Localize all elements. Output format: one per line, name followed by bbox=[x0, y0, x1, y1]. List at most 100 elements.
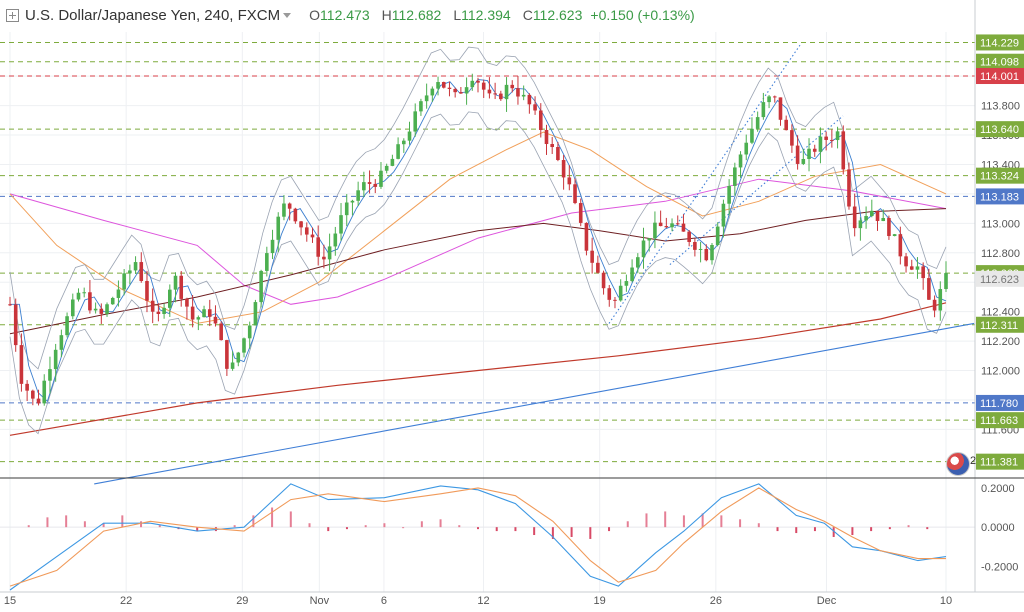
candle-body bbox=[670, 223, 674, 228]
x-tick-label: 15 bbox=[4, 595, 16, 607]
macd-panel bbox=[0, 483, 975, 591]
candle-body bbox=[139, 262, 144, 282]
change-value: +0.150 (+0.13%) bbox=[590, 7, 695, 23]
macd-y-tick-label: 0.0000 bbox=[981, 522, 1015, 534]
macd-histogram-bar bbox=[196, 527, 199, 532]
candle-body bbox=[367, 182, 372, 184]
candle-body bbox=[190, 306, 195, 320]
candle-body bbox=[693, 241, 697, 250]
candle-body bbox=[76, 292, 81, 300]
macd-histogram-bar bbox=[795, 527, 798, 534]
candle-body bbox=[641, 240, 646, 258]
candle-body bbox=[441, 82, 446, 88]
us-flag-icon[interactable] bbox=[946, 452, 970, 476]
candle-body bbox=[276, 216, 281, 240]
macd-histogram-bar bbox=[83, 521, 86, 528]
candle-body bbox=[944, 273, 948, 290]
candle-body bbox=[687, 231, 691, 242]
candle-body bbox=[704, 248, 709, 261]
price-level-tag bbox=[976, 453, 1024, 470]
candle-body bbox=[225, 340, 229, 369]
macd-histogram-bar bbox=[851, 527, 854, 536]
price-level-label: 111.663 bbox=[980, 415, 1018, 427]
candle-body bbox=[327, 246, 332, 260]
candle-body bbox=[538, 110, 543, 130]
candle-body bbox=[824, 136, 828, 140]
x-tick-label: 29 bbox=[236, 595, 248, 607]
x-tick-label: Nov bbox=[310, 595, 330, 607]
candle-body bbox=[333, 233, 338, 247]
macd-histogram-bar bbox=[570, 527, 573, 537]
symbol-title[interactable]: U.S. Dollar/Japanese Yen, 240, FXCM bbox=[25, 6, 281, 24]
candle-body bbox=[59, 335, 64, 350]
candle-body bbox=[596, 262, 600, 273]
candle-body bbox=[282, 203, 286, 217]
candle-body bbox=[601, 272, 606, 289]
candle-body bbox=[99, 308, 104, 314]
candle-body bbox=[42, 380, 47, 404]
price-level-tag bbox=[976, 316, 1024, 333]
candle-body bbox=[162, 307, 166, 315]
candle-body bbox=[122, 273, 126, 290]
candle-body bbox=[927, 278, 931, 300]
high-label: H bbox=[381, 7, 392, 23]
candle-body bbox=[93, 308, 98, 311]
price-level-tag bbox=[976, 68, 1024, 85]
macd-histogram-bar bbox=[121, 515, 124, 528]
price-level-label: 113.183 bbox=[980, 191, 1019, 203]
price-levels bbox=[0, 41, 975, 463]
candle-body bbox=[636, 257, 640, 268]
candle-body bbox=[430, 88, 435, 96]
candle-body bbox=[88, 292, 92, 311]
candle-body bbox=[898, 234, 903, 257]
candle-body bbox=[453, 88, 457, 93]
candle-body bbox=[424, 95, 429, 102]
candle-body bbox=[168, 289, 172, 308]
candle-body bbox=[356, 190, 360, 201]
candle-body bbox=[653, 222, 657, 239]
candle-body bbox=[82, 292, 86, 294]
candle-body bbox=[521, 94, 526, 97]
candle-body bbox=[921, 266, 925, 279]
candle-body bbox=[544, 129, 549, 145]
low-value: 112.394 bbox=[461, 7, 511, 23]
macd-histogram-bar bbox=[289, 511, 292, 528]
macd-histogram-bar bbox=[477, 527, 479, 530]
macd-histogram-bar bbox=[140, 521, 143, 528]
candle-body bbox=[259, 270, 263, 303]
candles bbox=[8, 73, 948, 406]
macd-histogram-bar bbox=[233, 525, 236, 528]
last-price-label: 112.623 bbox=[980, 274, 1019, 286]
macd-histogram-bar bbox=[720, 515, 723, 528]
candle-body bbox=[567, 177, 572, 185]
chevron-down-icon[interactable] bbox=[283, 12, 292, 18]
candle-body bbox=[681, 223, 686, 232]
candle-body bbox=[436, 82, 440, 89]
macd-histogram-bar bbox=[589, 527, 592, 539]
macd-histogram-bar bbox=[402, 527, 405, 529]
macd-histogram-bar bbox=[439, 519, 442, 528]
moving-average-line bbox=[9, 178, 947, 305]
collapse-toggle-icon[interactable] bbox=[6, 8, 19, 22]
candle-body bbox=[744, 142, 749, 155]
y-tick-label: 112.000 bbox=[981, 366, 1020, 378]
candle-body bbox=[881, 218, 886, 222]
candle-body bbox=[807, 148, 811, 159]
close-value: 112.623 bbox=[532, 7, 583, 23]
candle-body bbox=[647, 238, 652, 241]
price-level-label: 114.001 bbox=[980, 71, 1019, 83]
candle-body bbox=[835, 131, 840, 141]
candle-body bbox=[801, 158, 806, 164]
macd-histogram-bar bbox=[27, 525, 30, 528]
candle-body bbox=[48, 369, 52, 381]
candle-body bbox=[447, 87, 452, 89]
candle-body bbox=[476, 80, 480, 83]
candle-body bbox=[470, 80, 475, 88]
candle-body bbox=[287, 203, 292, 209]
candle-body bbox=[390, 158, 395, 166]
signal-line bbox=[9, 487, 946, 587]
candle-body bbox=[658, 222, 663, 227]
candle-body bbox=[247, 325, 252, 339]
candle-body bbox=[561, 160, 566, 178]
